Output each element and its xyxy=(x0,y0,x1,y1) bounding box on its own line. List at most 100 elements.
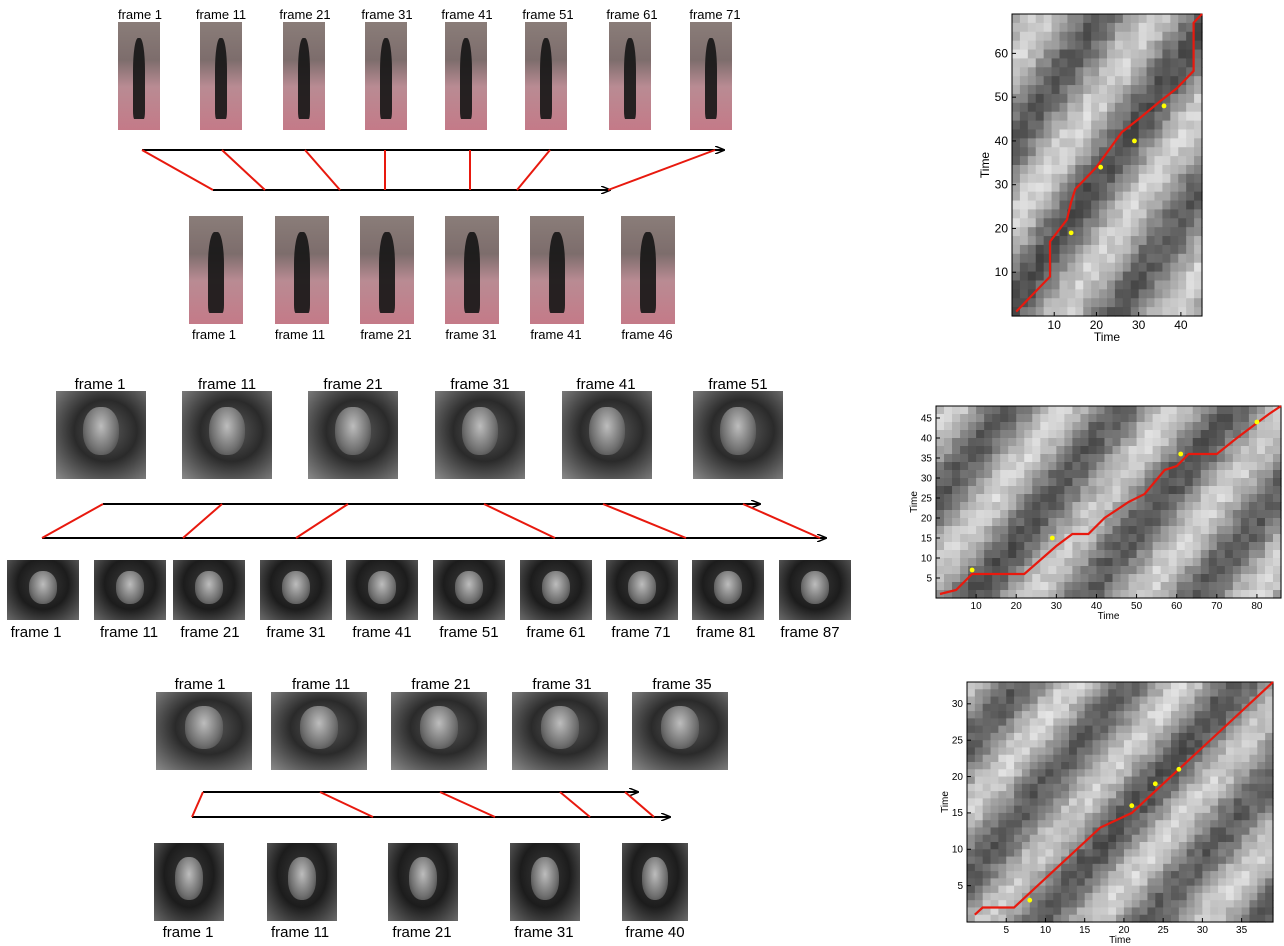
x-tick-label: 5 xyxy=(1003,925,1009,936)
frame-label: frame 71 xyxy=(611,624,671,641)
key-point xyxy=(1176,766,1182,772)
y-tick-label: 30 xyxy=(995,178,1009,192)
row1-top-frame-image xyxy=(690,22,732,130)
frame-label: frame 46 xyxy=(621,327,673,342)
y-tick-label: 10 xyxy=(921,553,933,564)
plot-frame xyxy=(1011,13,1203,317)
row2-bottom-frame-image xyxy=(692,560,764,620)
row2-bottom-frame-image xyxy=(433,560,505,620)
row1-timeline xyxy=(141,150,724,190)
x-tick-label: 70 xyxy=(1211,601,1223,612)
frame-label: frame 51 xyxy=(439,624,499,641)
row1-bottom-frame-image xyxy=(621,216,675,324)
frame-label: frame 1 xyxy=(174,676,226,693)
x-tick-label: 10 xyxy=(1048,318,1062,332)
key-point xyxy=(1068,230,1074,236)
frame-label: frame 31 xyxy=(450,376,510,393)
row2-bottom-frame-image xyxy=(7,560,79,620)
y-tick-label: 60 xyxy=(995,46,1009,60)
row2-top-frame-image xyxy=(56,391,146,479)
frame-label: frame 1 xyxy=(191,327,237,342)
plot-frame xyxy=(935,405,1282,599)
alignment-heatmap-2: 10 20 30 40 50 60 70 80 5 10 15 20 25 30 35 40 45 Time Tim… xyxy=(909,405,1282,622)
row3-bottom-frame-image xyxy=(267,843,337,921)
row1-top-frame-image xyxy=(283,22,325,130)
frame-label: frame 1 xyxy=(162,924,214,941)
heatmap-cells xyxy=(967,682,1274,923)
frame-label: frame 11 xyxy=(99,624,159,641)
x-tick-label: 25 xyxy=(1158,925,1170,936)
frame-label: frame 31 xyxy=(361,7,413,22)
x-tick-label: 15 xyxy=(1079,925,1091,936)
row1-top-frame-image xyxy=(445,22,487,130)
x-tick-label: 60 xyxy=(1171,601,1183,612)
row2-bottom-frame-image xyxy=(94,560,166,620)
key-point xyxy=(1027,897,1033,903)
row2-timeline xyxy=(41,504,826,538)
key-point xyxy=(1132,138,1137,144)
alignment-path xyxy=(939,405,1282,596)
frame-label: frame 71 xyxy=(689,7,741,22)
frame-label: frame 41 xyxy=(441,7,493,22)
frame-label: frame 1 xyxy=(10,624,62,641)
row3-bottom-frame-image xyxy=(154,843,224,921)
y-tick-label: 5 xyxy=(926,573,932,584)
row1-bottom-frame-image xyxy=(530,216,584,324)
y-tick-label: 45 xyxy=(921,413,933,424)
row2-bottom-frame-image xyxy=(260,560,332,620)
key-point xyxy=(1129,803,1135,809)
row1-top-frame-image xyxy=(609,22,651,130)
x-tick-label: 50 xyxy=(1131,601,1143,612)
key-point xyxy=(1161,103,1167,109)
frame-label: frame 21 xyxy=(279,7,331,22)
frame-label: frame 51 xyxy=(708,376,768,393)
row2-top-frame-image xyxy=(562,391,652,479)
key-point xyxy=(1098,164,1104,170)
row1-bottom-frame-image xyxy=(189,216,243,324)
x-axis-label: Time xyxy=(1109,935,1131,944)
frame-label: frame 31 xyxy=(445,327,497,342)
row2-top-frame-image xyxy=(308,391,398,479)
y-axis-label: Time xyxy=(909,491,920,513)
row3-top-frame-image xyxy=(391,692,487,770)
frame-label: frame 51 xyxy=(522,7,574,22)
y-tick-label: 25 xyxy=(921,493,933,504)
row1-bottom-frame-image xyxy=(360,216,414,324)
row1-top-frame-image xyxy=(525,22,567,130)
frame-label: frame 31 xyxy=(514,924,574,941)
y-tick-label: 25 xyxy=(952,736,964,747)
frame-label: frame 11 xyxy=(197,376,257,393)
y-tick-label: 15 xyxy=(921,533,933,544)
y-tick-label: 35 xyxy=(921,453,933,464)
x-tick-label: 20 xyxy=(1118,925,1130,936)
x-tick-label: 10 xyxy=(1040,925,1052,936)
x-tick-label: 80 xyxy=(1251,601,1263,612)
row2-bottom-frame-image xyxy=(606,560,678,620)
x-tick-label: 40 xyxy=(1091,601,1103,612)
x-axis-label: Time xyxy=(1098,611,1120,622)
row3-top-frame-image xyxy=(271,692,367,770)
frame-label: frame 87 xyxy=(780,624,840,641)
y-tick-label: 5 xyxy=(957,881,963,892)
row2-top-frame-image xyxy=(435,391,525,479)
y-tick-label: 30 xyxy=(921,473,933,484)
row2-top-frame-image xyxy=(182,391,272,479)
alignment-heatmap-1: 10 20 30 40 10 20 30 40 50 60 Time Time xyxy=(978,13,1203,344)
y-tick-label: 50 xyxy=(995,90,1009,104)
row2-bottom-frame-image xyxy=(173,560,245,620)
key-point xyxy=(1178,451,1184,457)
y-tick-label: 15 xyxy=(952,808,964,819)
row3-top-frame-image xyxy=(156,692,252,770)
y-tick-label: 40 xyxy=(921,433,933,444)
frame-label: frame 11 xyxy=(270,924,330,941)
x-tick-label: 40 xyxy=(1174,318,1188,332)
y-tick-label: 20 xyxy=(952,772,964,783)
frame-label: frame 61 xyxy=(526,624,586,641)
alignment-path xyxy=(1015,13,1203,313)
x-axis-label: Time xyxy=(1094,330,1121,344)
y-axis-label: Time xyxy=(940,791,951,813)
frame-label: frame 21 xyxy=(411,676,471,693)
frame-label: frame 41 xyxy=(530,327,582,342)
plot-frame xyxy=(966,681,1274,923)
